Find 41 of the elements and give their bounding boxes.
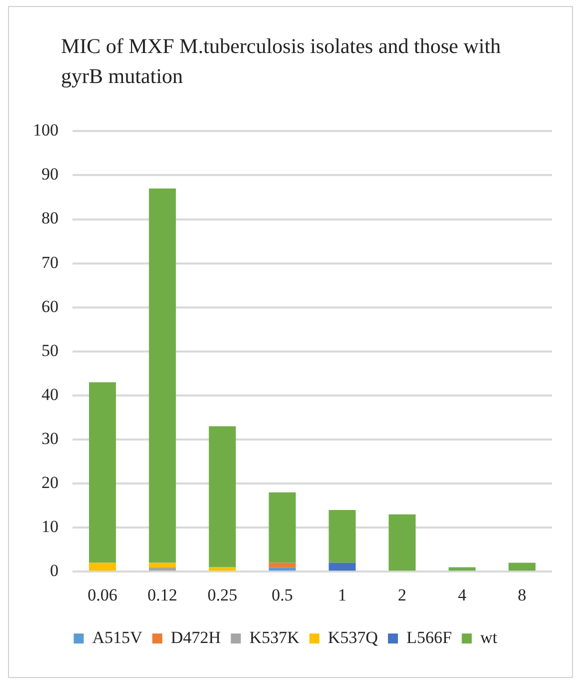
legend-label: wt (480, 628, 498, 647)
bar (388, 514, 416, 571)
legend-label: A515V (92, 628, 143, 647)
y-tick-label: 30 (42, 428, 58, 448)
x-tick-label: 0.06 (88, 585, 118, 604)
y-tick-label: 60 (42, 296, 58, 316)
x-tick-label: 8 (518, 585, 526, 604)
bar (148, 562, 176, 568)
y-tick-label: 0 (50, 561, 58, 580)
bar (208, 567, 236, 571)
bar (268, 492, 296, 563)
legend-label: L566F (406, 628, 452, 647)
bar (328, 510, 356, 563)
legend-label: D472H (170, 628, 221, 647)
x-tick-label: 0.5 (272, 585, 293, 604)
y-tick-label: 90 (42, 164, 58, 184)
x-tick-label: 1 (338, 585, 346, 604)
y-tick-label: 10 (42, 517, 58, 536)
legend-label: K537K (249, 628, 300, 647)
x-tick-label: 0.25 (207, 585, 238, 604)
y-tick-label: 20 (42, 472, 58, 492)
bar (88, 562, 116, 571)
bar (148, 188, 176, 563)
bar (508, 562, 536, 571)
bar (88, 382, 116, 563)
chart-title: MIC of MXF M.tuberculosis isolates and those with gyrB mutation (61, 33, 502, 90)
y-tick-label: 100 (33, 120, 58, 140)
x-tick-label: 2 (398, 585, 406, 604)
bar (328, 562, 356, 571)
y-tick-label: 80 (42, 208, 58, 228)
y-tick-label: 50 (42, 340, 58, 360)
bar (208, 426, 236, 568)
bar (268, 562, 296, 568)
x-tick-label: 4 (458, 585, 467, 604)
legend-label: K537Q (328, 628, 378, 647)
x-tick-label: 0.12 (148, 585, 178, 604)
bar (448, 567, 476, 571)
y-tick-label: 40 (42, 384, 58, 404)
y-tick-label: 70 (42, 252, 58, 272)
bar (148, 567, 176, 571)
bar (268, 567, 296, 571)
